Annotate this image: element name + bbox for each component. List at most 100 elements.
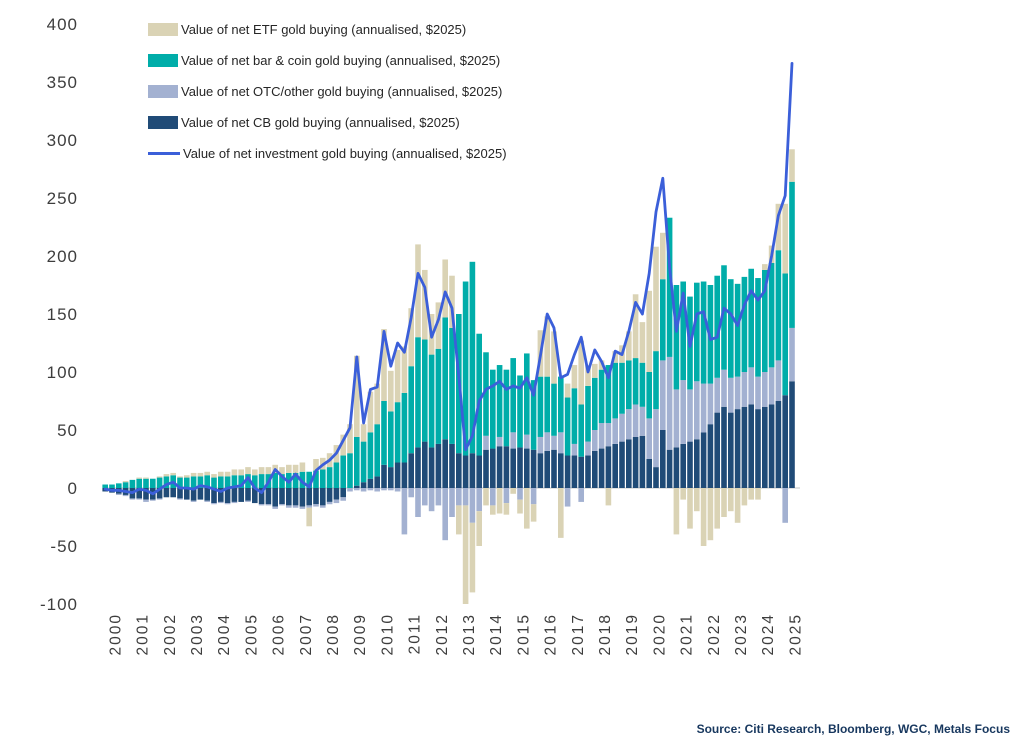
bar-segment-cb-2007Q1 [292,488,299,506]
bar-segment-bar_coin-2023Q3 [741,276,748,372]
bar-segment-otc-2023Q4 [748,367,754,405]
bar-segment-bar_coin-2002Q2 [163,476,170,488]
y-axis-tick-label: 150 [47,305,78,324]
bar-segment-etf-2010Q3 [388,370,394,412]
legend-label-investment-line: Value of net investment gold buying (ann… [183,145,507,161]
bar-segment-bar_coin-2001Q1 [129,479,136,488]
bar-segment-bar_coin-2020Q2 [653,351,659,410]
bar-segment-etf-2025Q2 [789,149,795,182]
bar-segment-bar_coin-2024Q1 [755,278,761,377]
bar-segment-cb-2004Q4 [231,488,238,502]
x-axis-year-label: 2023 [733,613,750,655]
bar-segment-bar_coin-2006Q3 [279,474,285,488]
bar-segment-otc-2014Q3 [496,436,503,447]
bar-segment-otc-2012Q4 [449,488,455,517]
bar-segment-otc-2022Q3 [714,377,720,413]
bar-segment-otc-2011Q4 [422,488,428,506]
bar-segment-etf-2015Q1 [510,488,516,494]
bar-segment-cb-2015Q1 [510,448,516,488]
bar-segment-etf-2014Q1 [483,488,489,506]
bar-segment-cb-2010Q2 [381,464,387,488]
legend-label-otc: Value of net OTC/other gold buying (annu… [181,83,503,99]
bar-segment-cb-2002Q2 [163,488,170,498]
bar-segment-bar_coin-2016Q4 [558,376,564,433]
bar-segment-etf-2023Q1 [728,488,734,512]
bar-segment-cb-2016Q3 [551,449,557,488]
bar-segment-etf-2013Q3 [469,522,476,593]
bar-segment-bar_coin-2018Q4 [612,362,618,419]
x-axis-year-label: 2020 [651,613,668,655]
bar-segment-cb-2007Q2 [299,488,306,507]
bar-segment-etf-2005Q1 [238,469,244,476]
bar-segment-bar_coin-2022Q4 [721,265,727,370]
bar-segment-cb-2009Q3 [360,482,367,488]
bar-segment-etf-2014Q2 [490,505,496,515]
x-axis-year-label: 2010 [379,613,396,655]
x-axis-year-label: 2021 [679,613,696,655]
bar-segment-bar_coin-2011Q4 [422,339,428,442]
bar-segment-bar_coin-2023Q1 [728,279,734,378]
bar-segment-otc-2001Q2 [136,498,142,500]
bar-segment-etf-2017Q4 [585,365,591,386]
bar-segment-bar_coin-2012Q4 [449,327,455,444]
bar-segment-cb-2014Q4 [503,446,510,488]
bar-segment-etf-2014Q3 [496,488,503,514]
x-axis-year-label: 2009 [352,613,369,655]
bar-segment-bar_coin-2007Q1 [292,472,299,488]
bar-segment-otc-2003Q4 [204,500,210,502]
bar-segment-cb-2002Q1 [156,488,163,499]
bar-segment-cb-2001Q3 [143,488,149,500]
bar-segment-bar_coin-2018Q2 [598,369,605,424]
bar-segment-etf-2018Q3 [605,488,612,506]
bar-segment-otc-2005Q4 [258,504,265,506]
bar-segment-etf-2025Q1 [782,203,788,274]
bar-segment-etf-2019Q3 [632,294,639,359]
bar-segment-otc-2020Q2 [653,409,659,468]
investment-line-series [103,62,794,496]
bar-segment-otc-2017Q1 [564,488,571,507]
y-axis-tick-label: 300 [47,131,78,150]
bar-segment-etf-2004Q2 [218,471,224,477]
bar-segment-otc-2013Q1 [456,488,462,506]
bar-segment-cb-2011Q3 [415,447,421,488]
bar-segment-etf-2009Q1 [347,424,353,454]
bar-segment-cb-2018Q3 [605,446,612,488]
bar-segment-otc-2007Q3 [306,505,312,508]
bar-segment-etf-2022Q1 [700,488,707,546]
bar-segment-cb-2022Q2 [707,424,714,488]
bar-segment-cb-2025Q2 [789,381,795,488]
bar-segment-otc-2009Q4 [367,488,374,491]
bar-segment-bar_coin-2019Q4 [639,362,646,407]
bar-segment-bar_coin-2025Q1 [782,273,788,396]
bar-segment-otc-2015Q4 [530,488,537,505]
bar-segment-etf-2005Q4 [258,467,265,475]
bar-segment-otc-2013Q2 [462,488,469,506]
bar-segment-otc-2008Q1 [320,505,326,508]
bar-segment-etf-2012Q2 [435,302,442,349]
bar-segment-etf-2011Q2 [408,308,414,367]
bar-segment-bar_coin-2005Q1 [238,475,244,488]
bar-segment-bar_coin-2018Q1 [592,377,598,430]
bar-segment-otc-2013Q3 [469,488,476,523]
bar-segment-cb-2008Q4 [340,488,346,498]
bar-segment-otc-2022Q2 [707,383,714,425]
bar-segment-etf-2013Q4 [476,511,482,546]
bar-segment-etf-2023Q2 [734,488,741,523]
legend-swatch-investment-line [148,151,180,155]
x-axis-year-label: 2012 [434,613,451,655]
bar-segment-bar_coin-2013Q2 [462,281,469,456]
bar-segment-etf-2011Q3 [415,244,421,338]
bar-segment-bar_coin-2000Q2 [109,484,115,488]
bar-segment-etf-2009Q3 [360,424,367,442]
y-axis-tick-label: 400 [47,15,78,34]
bar-segment-etf-2002Q2 [163,474,170,477]
bar-segment-otc-2024Q3 [768,367,775,405]
bar-segment-etf-2013Q2 [462,505,469,604]
bar-segment-otc-2006Q3 [279,504,285,506]
bar-segment-otc-2021Q1 [673,389,680,448]
bar-segment-bar_coin-2001Q2 [136,478,142,488]
bar-segment-bar_coin-2012Q2 [435,348,442,444]
bar-segment-etf-2017Q2 [571,365,578,389]
x-axis-year-label: 2018 [597,613,614,655]
